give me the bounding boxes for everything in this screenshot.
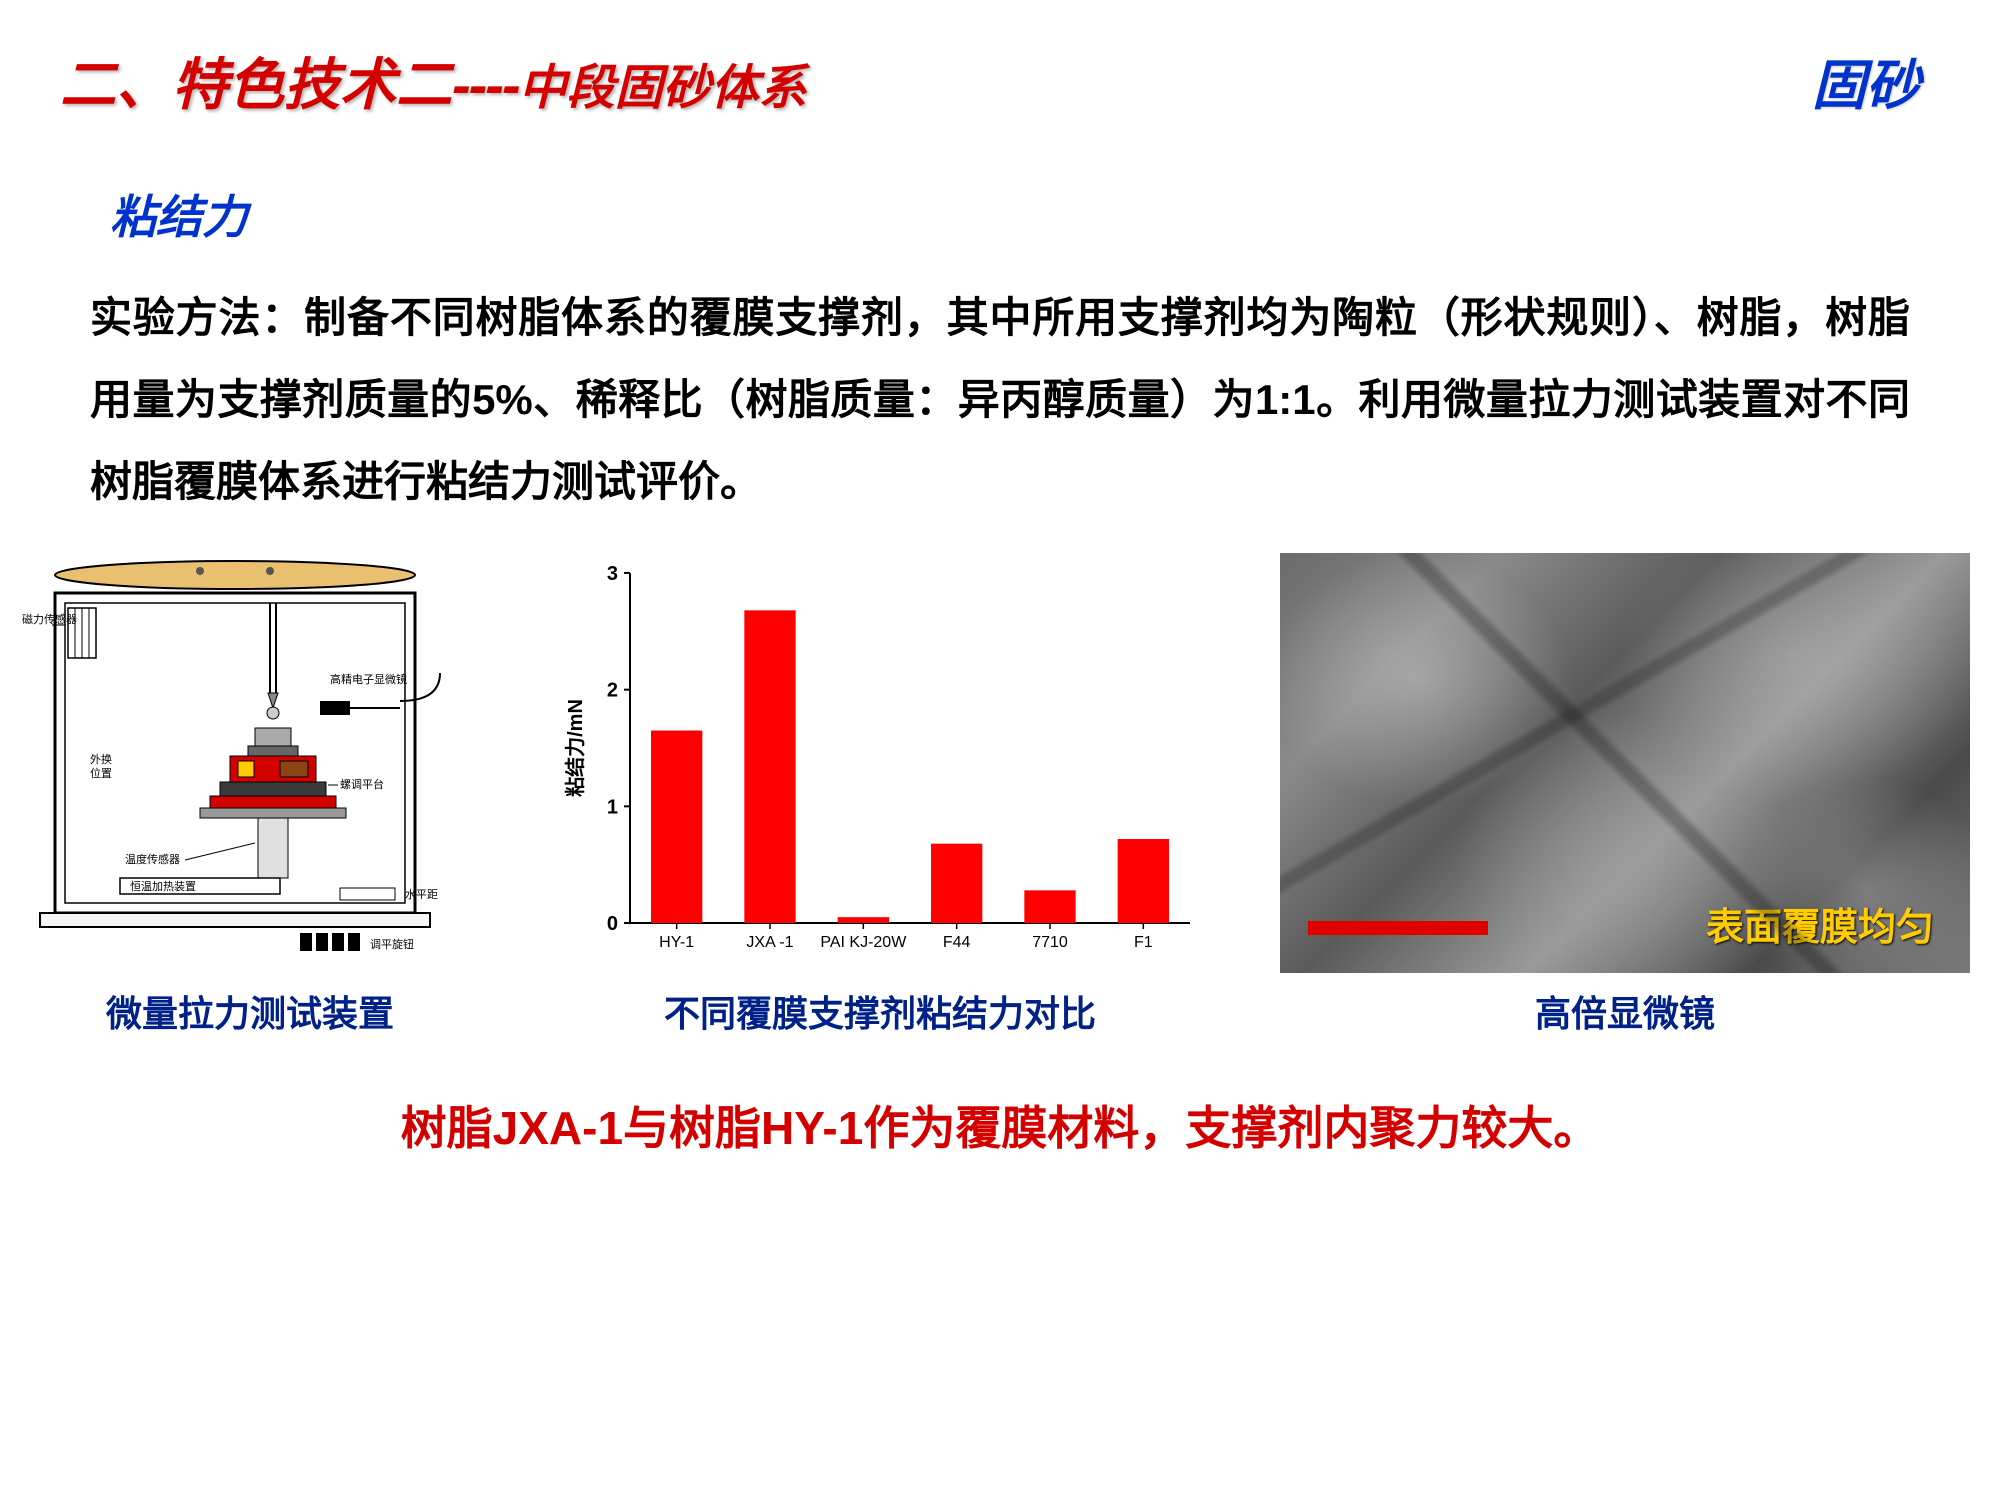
- apparatus-label-temp: 温度传感器: [125, 852, 180, 866]
- microscope-overlay: 表面覆膜均匀: [1706, 896, 1934, 951]
- conclusion-text: 树脂JXA-1与树脂HY-1作为覆膜材料，支撑剂内聚力较大。: [0, 1037, 2000, 1158]
- apparatus-label-platform: 螺调平台: [340, 777, 384, 791]
- apparatus-label-sensor: 磁力传感器: [22, 613, 77, 626]
- title-row: 二、特色技术二----中段固砂体系 固砂: [0, 0, 2000, 121]
- body-text: 实验方法：制备不同树脂体系的覆膜支撑剂，其中所用支撑剂均为陶粒（形状规则）、树脂…: [0, 247, 2000, 523]
- microscope-figure: 表面覆膜均匀 高倍显微镜: [1280, 553, 1970, 1037]
- apparatus-label-holder: 外换: [90, 752, 112, 766]
- svg-text:F1: F1: [1134, 934, 1153, 951]
- svg-text:粘结力/mN: 粘结力/mN: [563, 699, 587, 797]
- title-suffix: 中段固砂体系: [519, 62, 807, 115]
- corner-label: 固砂: [1812, 41, 1920, 120]
- scalebar: [1308, 921, 1488, 935]
- microscope-caption: 高倍显微镜: [1535, 985, 1715, 1037]
- svg-text:F44: F44: [943, 934, 971, 951]
- apparatus-caption: 微量拉力测试装置: [106, 985, 394, 1037]
- chart-caption: 不同覆膜支撑剂粘结力对比: [664, 985, 1096, 1037]
- svg-text:7710: 7710: [1032, 934, 1068, 951]
- svg-text:位置: 位置: [90, 766, 112, 780]
- svg-text:0: 0: [607, 913, 618, 935]
- svg-text:2: 2: [607, 679, 618, 701]
- apparatus-label-knob: 调平旋钮: [370, 937, 414, 951]
- bar-chart: 0 1 2 3 粘结力/mN HY-1 JXA -1 PAI KJ-20W F44 7710 F1: [550, 553, 1210, 973]
- figures-row: 磁力传感器 高精电子显微镜 外换 位置: [0, 523, 2000, 1037]
- apparatus-label-probe: 高精电子显微镜: [330, 672, 407, 686]
- svg-text:PAI KJ-20W: PAI KJ-20W: [820, 934, 907, 951]
- apparatus-diagram: 磁力传感器 高精电子显微镜 外换 位置: [20, 553, 480, 973]
- apparatus-label-heater: 恒温加热装置: [130, 880, 196, 893]
- svg-text:3: 3: [607, 563, 618, 585]
- svg-text:HY-1: HY-1: [659, 934, 694, 951]
- svg-text:JXA -1: JXA -1: [746, 934, 793, 951]
- svg-text:1: 1: [607, 796, 618, 818]
- main-title: 二、特色技术二----中段固砂体系: [60, 40, 807, 121]
- title-dashes: ----: [452, 53, 519, 116]
- title-prefix: 二、特色技术二: [60, 53, 452, 116]
- chart-figure: 0123粘结力/mNHY-1JXA -1PAI KJ-20WF447710F1 …: [550, 553, 1210, 1037]
- microscope-image: 表面覆膜均匀: [1280, 553, 1970, 973]
- section-label: 粘结力: [0, 121, 2000, 247]
- apparatus-label-level: 水平距: [405, 888, 438, 901]
- apparatus-figure: 磁力传感器 高精电子显微镜 外换 位置: [20, 553, 480, 1037]
